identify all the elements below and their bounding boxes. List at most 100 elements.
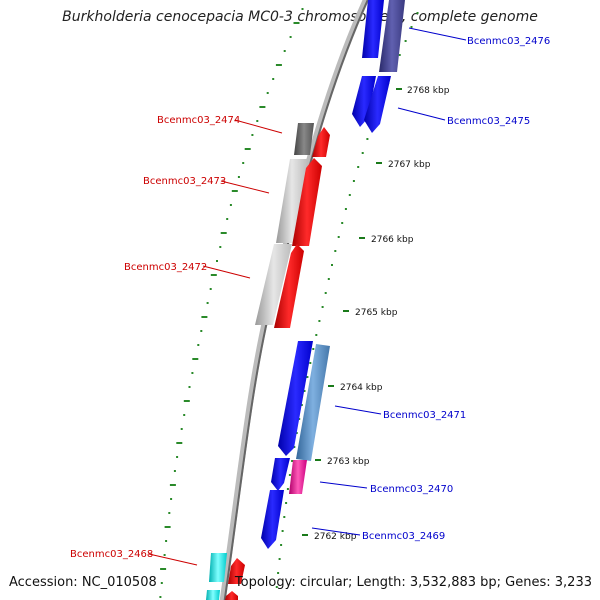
ring-dot [231, 190, 238, 192]
ring-dot [341, 222, 344, 224]
ring-dot [275, 64, 282, 66]
gene-feature[interactable] [278, 341, 313, 456]
tick-label: 2767 kbp [388, 160, 431, 170]
gene-feature[interactable] [228, 558, 245, 584]
ring-dot [298, 418, 301, 420]
ring-dot [283, 516, 286, 518]
backbone [219, 0, 370, 600]
genome-summary-text: Topology: circular; Length: 3,532,883 bp… [234, 575, 592, 590]
gene-feature[interactable] [292, 158, 322, 246]
gene-feature[interactable] [274, 244, 304, 328]
ring-dot [366, 138, 369, 140]
gene-label[interactable]: Bcenmc03_2472 [124, 262, 207, 273]
ring-dot [404, 40, 407, 42]
ring-dot [327, 278, 330, 280]
gene-feature[interactable] [209, 553, 227, 582]
ring-dot [188, 386, 191, 388]
ring-dot [285, 502, 288, 504]
gene-feature[interactable] [312, 127, 330, 157]
ring-dot [191, 372, 194, 374]
ring-dot [416, 12, 419, 14]
ring-dot [206, 302, 209, 304]
ring-dot [183, 414, 186, 416]
ring-dot [357, 166, 360, 168]
gene-feature[interactable] [271, 458, 290, 491]
tick-label: 2763 kbp [327, 457, 370, 467]
gene-label[interactable]: Bcenmc03_2475 [447, 116, 530, 127]
ring-dot [197, 344, 200, 346]
ring-dot [251, 134, 254, 136]
tick-label: 2764 kbp [340, 383, 383, 393]
gene-feature[interactable] [206, 590, 220, 600]
ring-dot [293, 446, 296, 448]
ring-dot [337, 236, 340, 238]
gene-features [206, 0, 405, 600]
ring-dot [303, 390, 306, 392]
ring-dot [216, 260, 218, 262]
dotted-ring-inner [159, 8, 304, 598]
ring-dot [348, 194, 351, 196]
ring-dot [226, 218, 229, 220]
gene-feature[interactable] [296, 344, 330, 461]
gene-label[interactable]: Bcenmc03_2474 [157, 115, 240, 126]
ring-dot [361, 152, 364, 154]
ring-dot [352, 180, 355, 182]
ring-dot [344, 208, 347, 210]
tick-label: 2765 kbp [355, 308, 398, 318]
ring-dot [163, 554, 166, 556]
gene-label[interactable]: Bcenmc03_2468 [70, 549, 153, 560]
ring-dot [289, 36, 292, 38]
ring-dot [168, 512, 171, 514]
gene-label[interactable]: Bcenmc03_2473 [143, 176, 226, 187]
ring-dot [301, 8, 304, 10]
ring-dot [300, 404, 303, 406]
ring-dot [164, 526, 171, 528]
accession-text: Accession: NC_010508 [9, 575, 157, 590]
tick-label: 2768 kbp [407, 86, 450, 96]
gene-feature[interactable] [362, 0, 384, 58]
gene-labels: Bcenmc03_2476 Bcenmc03_2475 Bcenmc03_247… [70, 36, 550, 560]
ring-dot [160, 568, 167, 570]
ring-dot [176, 456, 179, 458]
gene-label[interactable]: Bcenmc03_2470 [370, 484, 453, 495]
gene-feature[interactable] [261, 490, 284, 549]
ring-dot [173, 470, 176, 472]
gene-feature[interactable] [379, 0, 405, 72]
ring-dot [280, 544, 283, 546]
ring-dot [256, 120, 259, 122]
gene-label[interactable]: Bcenmc03_2476 [467, 36, 550, 47]
gene-feature[interactable] [255, 244, 292, 325]
ring-dot [180, 428, 183, 430]
gene-feature[interactable] [289, 460, 307, 494]
ring-dot [295, 432, 298, 434]
ring-dot [315, 334, 318, 336]
label-leaders [148, 27, 467, 566]
ring-dot [321, 306, 324, 308]
ring-dot [309, 362, 312, 364]
gene-feature[interactable] [364, 76, 391, 133]
gene-label[interactable]: Bcenmc03_2469 [362, 531, 445, 542]
gene-label[interactable]: Bcenmc03_2471 [383, 410, 466, 421]
gene-feature[interactable] [352, 76, 376, 127]
ring-dot [201, 316, 208, 318]
ring-dot [318, 320, 321, 322]
ring-dot [334, 250, 337, 252]
gene-feature[interactable] [276, 159, 308, 243]
ring-dot [165, 540, 168, 542]
ring-dot [237, 176, 240, 178]
gene-feature[interactable] [225, 591, 238, 600]
ring-dot [288, 474, 291, 476]
ring-dot [220, 232, 227, 234]
ring-dot [192, 358, 199, 360]
ring-dot [286, 488, 289, 490]
ring-dot [160, 582, 163, 584]
ring-dot [283, 50, 286, 52]
ring-dot [398, 54, 401, 56]
ring-dot [170, 498, 173, 500]
gene-feature[interactable] [294, 123, 314, 155]
ring-dot [209, 288, 212, 290]
ring-dot [219, 246, 222, 248]
ring-dot [259, 106, 266, 108]
